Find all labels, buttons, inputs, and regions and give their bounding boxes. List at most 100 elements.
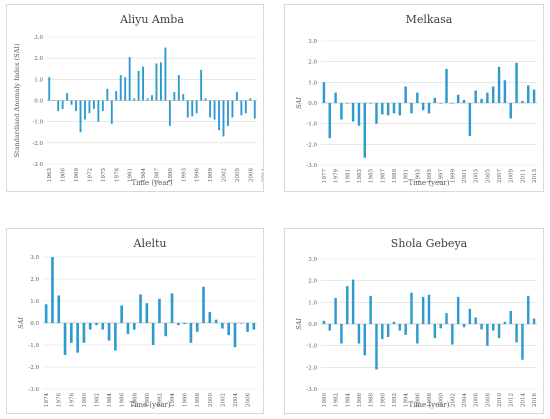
bar (404, 86, 407, 103)
bar (145, 303, 149, 323)
bar (410, 292, 413, 324)
x-tick-label: 2010 (497, 393, 503, 407)
x-tick-label: 2011 (262, 168, 263, 182)
bar (177, 323, 180, 326)
y-tick-label: 0.0 (308, 322, 317, 328)
bar (369, 295, 372, 324)
x-tick-label: 2006 (474, 393, 480, 407)
bar (416, 324, 419, 344)
y-tick-label: 0.0 (30, 321, 39, 327)
y-tick-label: -2.0 (306, 142, 317, 148)
bar (182, 94, 185, 101)
bar (456, 94, 460, 103)
y-tick-label: 3.0 (34, 35, 43, 41)
chart-title: Aleltu (133, 237, 167, 250)
chart-title: Melkasa (406, 13, 453, 26)
x-tick-label: 2009 (509, 169, 515, 183)
bar (532, 318, 536, 324)
bar (445, 68, 448, 103)
x-tick-label: 1999 (208, 168, 214, 182)
bar (322, 320, 326, 324)
bar (497, 324, 501, 339)
x-tick-label: 1986 (357, 393, 363, 407)
y-tick-label: -2.0 (306, 365, 317, 371)
x-tick-label: 1982 (95, 393, 101, 407)
bar (164, 323, 168, 337)
bar (151, 95, 153, 101)
bar (386, 103, 390, 116)
bar (340, 324, 343, 344)
y-tick-label: -1.0 (28, 343, 39, 349)
y-tick-label: -3.0 (306, 163, 317, 169)
bar (410, 103, 413, 114)
bar (66, 93, 69, 101)
bar (114, 323, 117, 351)
x-tick-label: 1977 (322, 169, 328, 183)
bar (101, 323, 105, 330)
x-tick-label: 1985 (369, 169, 375, 183)
y-tick-label: -1.0 (306, 344, 317, 350)
bar (515, 324, 518, 343)
bar (386, 324, 390, 337)
x-axis-label: Time (year) (409, 179, 450, 187)
bar (70, 100, 73, 105)
bar (351, 103, 355, 122)
x-tick-label: 1993 (181, 168, 187, 182)
bar (322, 82, 326, 103)
x-tick-label: 2012 (509, 393, 515, 407)
bar (486, 324, 489, 346)
bar (186, 100, 189, 118)
x-tick-label: 1993 (415, 169, 421, 183)
x-tick-label: 1969 (74, 168, 80, 182)
bar (439, 103, 442, 104)
bar (209, 100, 212, 118)
x-tick-label: 2011 (520, 169, 526, 183)
bar (445, 313, 448, 324)
y-tick-label: 0.0 (308, 101, 317, 107)
x-tick-label: 1979 (334, 169, 340, 183)
x-tick-label: 1986 (120, 393, 126, 407)
y-tick-label: -1.0 (306, 122, 317, 128)
x-tick-label: 1999 (450, 169, 456, 183)
bar (124, 77, 127, 101)
bar (183, 323, 186, 325)
x-tick-label: 1997 (439, 169, 445, 183)
x-tick-label: 1966 (61, 168, 67, 182)
bar (95, 323, 98, 326)
y-tick-label: -3.0 (306, 387, 317, 393)
x-tick-label: 2008 (485, 393, 491, 407)
chart-panel-melkasa: Melkasa 3.0 2.0 1.0 0.0 -1.0 -2.0 -3.0 SAI 1977 19… (284, 4, 544, 192)
bar (82, 323, 86, 343)
bar (213, 100, 216, 120)
bar (416, 92, 419, 103)
x-tick-label: 1990 (145, 393, 151, 407)
bar (521, 100, 524, 103)
bar (164, 47, 167, 101)
bar (527, 85, 530, 103)
bar (451, 324, 454, 345)
bar (392, 103, 396, 114)
x-tick-label: 1991 (404, 169, 410, 183)
bar (200, 69, 203, 101)
x-tick-label: 1989 (392, 169, 398, 183)
bar (240, 100, 243, 116)
y-tick-label: 2.0 (308, 60, 317, 66)
bar (158, 298, 161, 323)
x-tick-label: 1987 (154, 168, 160, 182)
bar (427, 294, 431, 324)
bar (334, 92, 337, 103)
bar (101, 100, 104, 112)
x-axis-label: Time (year) (409, 401, 450, 409)
bar (515, 62, 518, 103)
x-tick-label: 2001 (462, 169, 468, 183)
bar (369, 103, 372, 104)
bar (97, 100, 100, 122)
x-tick-label: 1982 (334, 393, 340, 407)
x-tick-label: 1981 (128, 168, 134, 182)
x-tick-label: 1998 (195, 393, 201, 407)
bar (120, 305, 123, 323)
x-tick-label: 2007 (497, 169, 503, 183)
y-tick-label: -3.0 (32, 162, 43, 168)
bar (421, 103, 425, 111)
x-tick-label: 1981 (345, 169, 351, 183)
